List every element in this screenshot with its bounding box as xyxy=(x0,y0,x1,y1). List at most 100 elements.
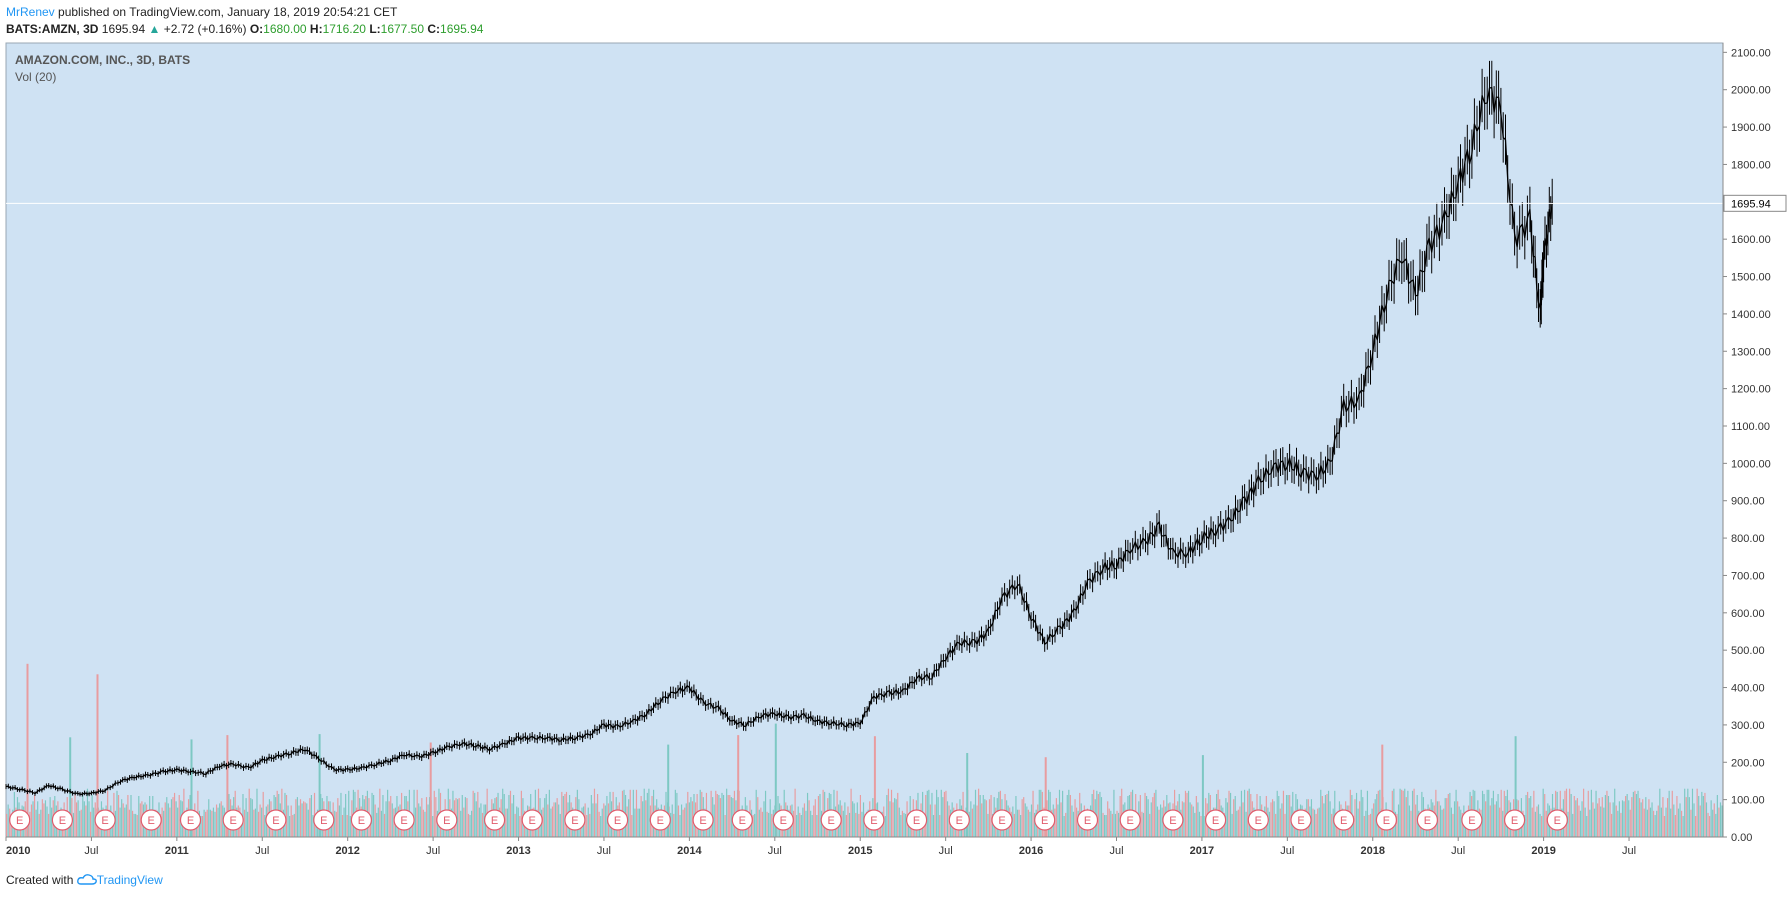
volume-bar xyxy=(1682,816,1684,837)
volume-bar xyxy=(1485,801,1487,837)
volume-bar xyxy=(757,797,759,837)
volume-bar xyxy=(841,805,843,837)
time-tick-label: Jul xyxy=(84,845,98,857)
volume-indicator-label[interactable]: Vol (20) xyxy=(15,70,56,84)
volume-bar xyxy=(545,794,547,838)
volume-bar xyxy=(803,803,806,837)
volume-bar xyxy=(1444,798,1446,837)
volume-bar xyxy=(1668,790,1670,837)
volume-bar xyxy=(889,801,891,837)
time-axis[interactable]: 2010 Jul 2011 Jul 2012 Jul 2013 Jul 2014 Jul 2015 J… xyxy=(5,836,1723,857)
volume-bar xyxy=(1058,789,1061,838)
volume-bar xyxy=(209,809,211,837)
volume-bar xyxy=(298,805,300,837)
volume-bar xyxy=(1653,810,1655,838)
earnings-label: E xyxy=(187,815,194,827)
volume-bar xyxy=(457,799,459,837)
price-axis[interactable]: 0.00 100.00 200.00 300.00 400.00 500.00 600.00… xyxy=(1722,43,1787,844)
volume-bar xyxy=(212,807,215,837)
volume-bar xyxy=(1158,809,1160,837)
earnings-label: E xyxy=(320,815,327,827)
volume-bar xyxy=(1441,809,1443,837)
volume-bar xyxy=(542,807,544,837)
volume-spike xyxy=(226,735,229,837)
volume-bar xyxy=(388,801,390,837)
volume-bar xyxy=(1537,804,1540,838)
volume-bar xyxy=(262,791,264,837)
earnings-circle xyxy=(1416,809,1439,831)
time-tick-label: Jul xyxy=(255,845,269,857)
earnings-marker: E xyxy=(1503,809,1526,831)
volume-bar xyxy=(83,801,85,837)
tradingview-link[interactable]: TradingView xyxy=(96,873,163,887)
volume-bar xyxy=(130,795,132,837)
volume-bar xyxy=(603,803,605,837)
volume-bar xyxy=(884,816,886,837)
earnings-circle xyxy=(1204,809,1227,831)
volume-bar xyxy=(469,815,471,838)
volume-bar xyxy=(379,788,381,837)
volume-bar xyxy=(290,805,292,837)
tradingview-cloud-icon[interactable] xyxy=(76,873,97,887)
volume-bar xyxy=(984,799,986,837)
earnings-label: E xyxy=(1340,815,1347,827)
volume-bar xyxy=(1643,808,1645,837)
volume-bar xyxy=(49,797,51,837)
volume-bar xyxy=(937,797,939,837)
volume-bar xyxy=(1492,790,1494,837)
volume-bar xyxy=(934,804,936,838)
price-tick-label: 300.00 xyxy=(1731,720,1765,732)
price-tick-label: 700.00 xyxy=(1731,570,1765,582)
volume-bar xyxy=(811,815,813,838)
volume-bar xyxy=(349,816,351,837)
volume-bar xyxy=(208,799,210,837)
volume-bar xyxy=(1709,816,1711,837)
volume-bar xyxy=(1693,803,1695,837)
volume-bar xyxy=(1030,804,1033,838)
volume-bar xyxy=(551,806,554,837)
volume-bar xyxy=(845,815,848,838)
volume-bar xyxy=(1649,807,1652,837)
volume-bar xyxy=(1024,803,1026,837)
volume-bar xyxy=(161,807,163,837)
price-tick-label: 1800.00 xyxy=(1731,159,1771,171)
volume-bar xyxy=(425,797,428,837)
volume-bar xyxy=(1119,796,1121,837)
volume-bar xyxy=(1439,805,1442,837)
volume-bar xyxy=(345,794,347,838)
volume-bar xyxy=(503,794,505,838)
volume-bar xyxy=(1271,799,1274,837)
volume-bar xyxy=(1404,788,1406,837)
time-tick-label: 2011 xyxy=(165,845,189,857)
earnings-label: E xyxy=(780,815,787,827)
volume-bar xyxy=(1618,801,1620,837)
volume-bar xyxy=(247,811,249,837)
volume-bar xyxy=(1443,808,1445,837)
volume-bar xyxy=(292,815,294,838)
volume-bar xyxy=(1069,795,1071,837)
earnings-marker: E xyxy=(1034,809,1056,831)
volume-bar xyxy=(312,815,314,838)
plot-area[interactable] xyxy=(5,42,1724,838)
earnings-label: E xyxy=(1297,815,1304,827)
ohlc-line: BATS:AMZN, 3D 1695.94 ▲ +2.72 (+0.16%) O… xyxy=(6,21,483,38)
volume-bar xyxy=(1614,788,1616,837)
volume-bar xyxy=(855,812,857,838)
volume-bar xyxy=(219,803,221,837)
volume-bar xyxy=(341,815,344,838)
volume-bar xyxy=(1685,797,1687,837)
earnings-label: E xyxy=(828,815,835,827)
volume-bar xyxy=(74,794,76,838)
volume-bar xyxy=(1416,795,1418,837)
volume-bar xyxy=(334,810,336,838)
volume-bar xyxy=(1499,807,1501,837)
volume-bar xyxy=(478,807,480,837)
price-tick-label: 900.00 xyxy=(1731,496,1765,508)
volume-bar xyxy=(886,795,888,837)
earnings-marker: E xyxy=(313,809,335,831)
author-link[interactable]: MrRenev xyxy=(6,5,55,19)
volume-bar xyxy=(1684,788,1686,837)
volume-bar xyxy=(939,815,941,838)
